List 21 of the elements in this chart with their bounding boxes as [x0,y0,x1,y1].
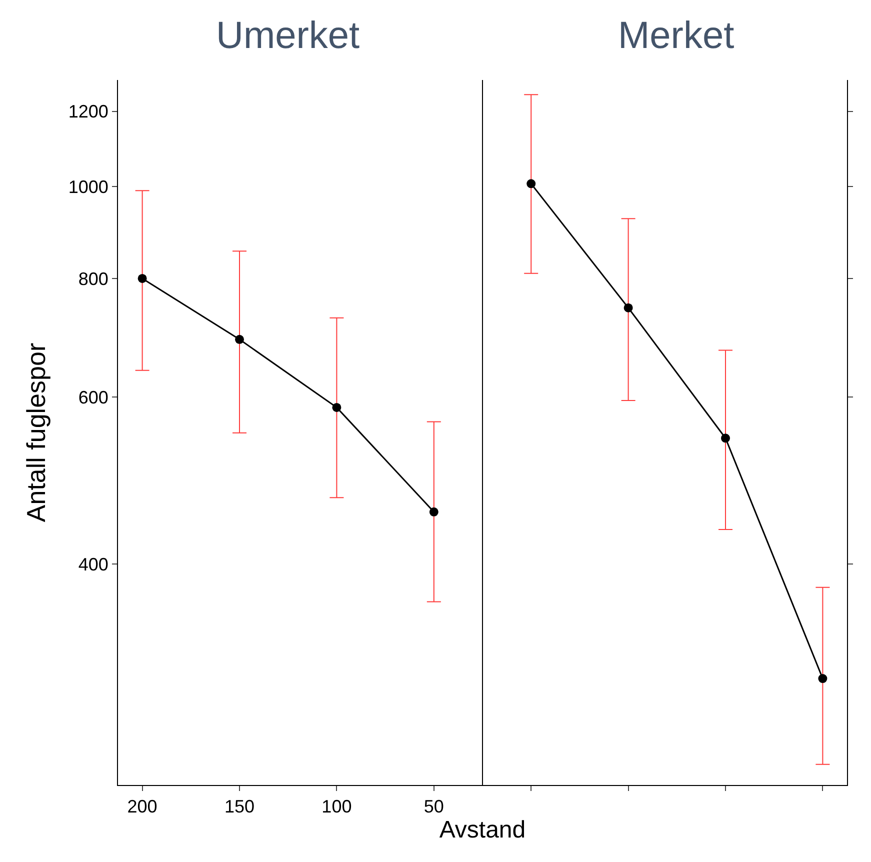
y-tick-label: 800 [78,268,108,289]
y-axis-title: Antall fuglespor [20,342,51,522]
text: Merket [618,15,735,57]
point [526,179,536,188]
x-axis-title: Avstand [439,816,526,844]
y-tick-label: 600 [78,387,108,408]
point [138,274,147,283]
y-tick-label: 1200 [68,102,108,122]
point [429,507,438,516]
point [624,303,633,312]
point [235,334,244,344]
y-tick-label: 1000 [68,176,108,197]
point [721,434,730,443]
point [332,402,342,412]
text: Umerket [216,15,360,57]
y-tick-label: 400 [78,554,108,574]
x-tick-label: 200 [127,796,158,817]
point [818,674,828,684]
x-tick-label: 150 [224,796,255,817]
x-tick-label: 100 [322,796,352,817]
x-tick-label: 50 [424,796,444,817]
